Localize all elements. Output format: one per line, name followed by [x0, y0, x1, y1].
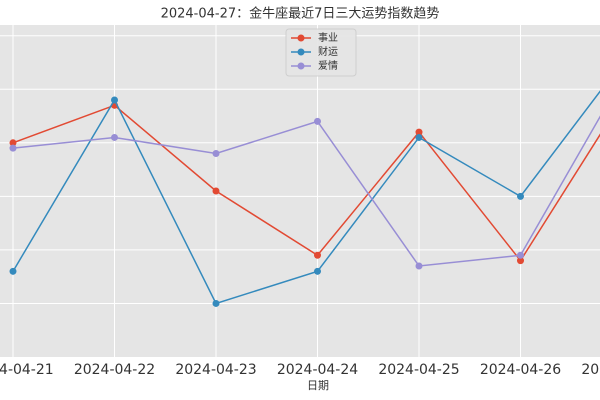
grid: [0, 25, 600, 357]
legend-label: 事业: [318, 31, 338, 44]
point: [415, 133, 423, 141]
legend-label: 财运: [318, 45, 338, 58]
point: [314, 117, 321, 125]
point: [415, 128, 423, 136]
x-tick-label: 2024-04-27: [581, 362, 600, 378]
x-tick-label: 2024-04-26: [480, 362, 561, 378]
point: [212, 150, 220, 158]
point: [517, 192, 524, 200]
plot-background: [0, 25, 600, 357]
point: [111, 96, 118, 104]
lines: [9, 90, 600, 307]
point: [415, 262, 423, 270]
point: [517, 257, 524, 265]
point: [9, 144, 17, 152]
point: [111, 133, 118, 141]
point: [314, 251, 321, 259]
legend-marker: [297, 34, 305, 42]
point: [517, 251, 524, 259]
chart-title: 2024-04-27：金牛座最近7日三大运势指数趋势: [161, 6, 440, 22]
point: [212, 299, 220, 307]
x-tick-label: 2024-04-21: [0, 362, 54, 378]
x-tick-label: 2024-04-23: [175, 362, 256, 378]
x-tick-label: 2024-04-25: [378, 362, 459, 378]
x-tick-label: 2024-04-22: [74, 362, 155, 378]
x-axis-label: 日期: [307, 379, 329, 392]
point: [9, 267, 17, 275]
point: [314, 267, 321, 275]
point: [212, 187, 220, 195]
point: [9, 139, 17, 147]
legend-marker: [297, 62, 305, 70]
legend-label: 爱情: [318, 59, 338, 72]
x-tick-label: 2024-04-24: [277, 362, 358, 378]
legend-marker: [297, 48, 305, 56]
